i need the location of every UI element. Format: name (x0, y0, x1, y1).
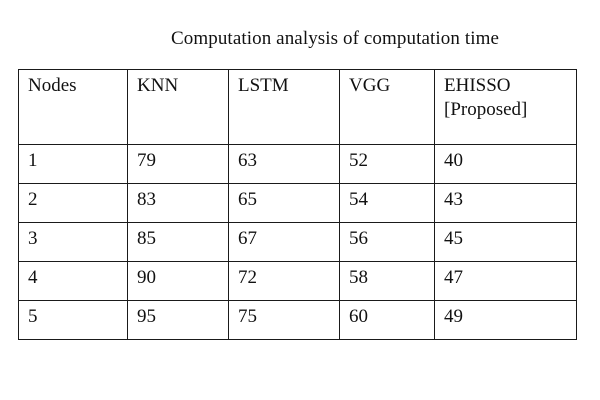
table-row: 4 90 72 58 47 (18, 261, 577, 301)
cell-ehisso: 45 (434, 222, 577, 262)
cell-nodes: 2 (18, 183, 128, 223)
cell-lstm: 67 (228, 222, 340, 262)
cell-ehisso: 40 (434, 144, 577, 184)
header-vgg: VGG (339, 69, 435, 145)
cell-knn: 85 (127, 222, 229, 262)
table-title: Computation analysis of computation time (170, 28, 499, 49)
cell-vgg: 60 (339, 300, 435, 340)
table-row: 2 83 65 54 43 (18, 183, 577, 223)
cell-vgg: 54 (339, 183, 435, 223)
cell-nodes: 4 (18, 261, 128, 301)
cell-vgg: 56 (339, 222, 435, 262)
cell-nodes: 5 (18, 300, 128, 340)
cell-ehisso: 47 (434, 261, 577, 301)
header-ehisso-proposed: EHISSO [Proposed] (434, 69, 577, 145)
table-row: 1 79 63 52 40 (18, 144, 577, 184)
cell-vgg: 58 (339, 261, 435, 301)
cell-nodes: 1 (18, 144, 128, 184)
header-knn: KNN (127, 69, 229, 145)
cell-vgg: 52 (339, 144, 435, 184)
table-body: 1 79 63 52 40 2 83 65 54 43 3 85 67 56 4… (18, 144, 577, 340)
cell-knn: 90 (127, 261, 229, 301)
cell-lstm: 63 (228, 144, 340, 184)
table-row: 3 85 67 56 45 (18, 222, 577, 262)
header-lstm: LSTM (228, 69, 340, 145)
cell-ehisso: 49 (434, 300, 577, 340)
computation-time-table: Nodes KNN LSTM VGG EHISSO [Proposed] 1 7… (18, 69, 577, 340)
cell-nodes: 3 (18, 222, 128, 262)
header-nodes: Nodes (18, 69, 128, 145)
cell-knn: 79 (127, 144, 229, 184)
cell-knn: 95 (127, 300, 229, 340)
cell-ehisso: 43 (434, 183, 577, 223)
cell-lstm: 65 (228, 183, 340, 223)
cell-knn: 83 (127, 183, 229, 223)
table-row: 5 95 75 60 49 (18, 300, 577, 340)
cell-lstm: 75 (228, 300, 340, 340)
cell-lstm: 72 (228, 261, 340, 301)
table-header: Nodes KNN LSTM VGG EHISSO [Proposed] (18, 69, 577, 145)
header-row: Nodes KNN LSTM VGG EHISSO [Proposed] (18, 69, 577, 145)
